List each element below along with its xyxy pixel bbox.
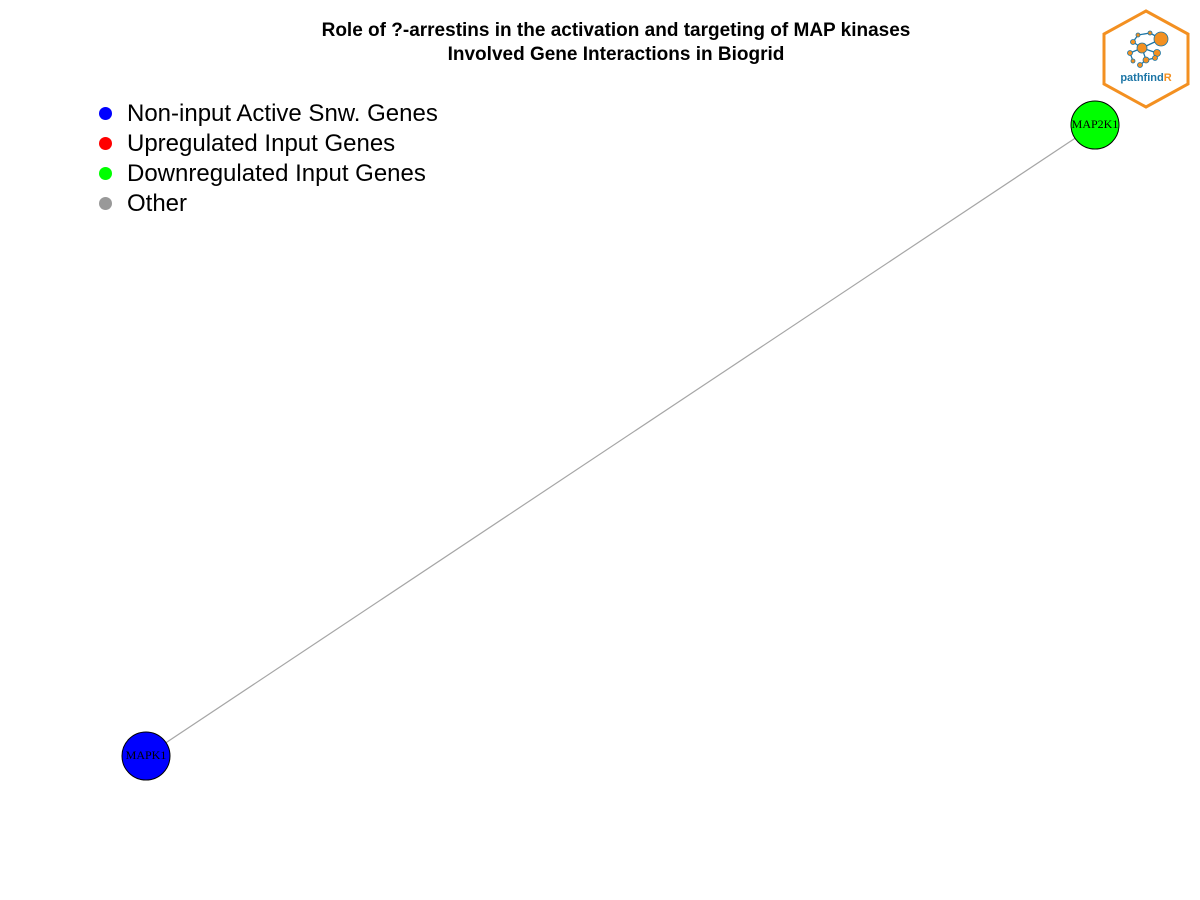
legend-swatch bbox=[99, 197, 112, 210]
chart-title: Role of ?-arrestins in the activation an… bbox=[321, 20, 911, 41]
legend-label: Upregulated Input Genes bbox=[127, 130, 396, 157]
node-map2k1[interactable]: MAP2K1 bbox=[1070, 100, 1120, 150]
node-label: MAP2K1 bbox=[1072, 117, 1119, 131]
node-mapk1[interactable]: MAPK1 bbox=[121, 731, 171, 781]
edge-map2k1-mapk1 bbox=[145, 124, 1096, 757]
logo-wordmark-main: pathfind bbox=[1120, 72, 1164, 84]
pathfindr-hexagon-icon bbox=[1102, 9, 1190, 109]
node-circle bbox=[121, 731, 171, 781]
legend-label: Downregulated Input Genes bbox=[127, 160, 426, 187]
logo-wordmark-accent: R bbox=[1163, 72, 1172, 84]
legend-swatch bbox=[99, 167, 112, 180]
legend-label: Non-input Active Snw. Genes bbox=[127, 100, 438, 127]
legend-label: Other bbox=[127, 190, 188, 217]
node-label: MAPK1 bbox=[126, 748, 167, 762]
legend-swatch bbox=[99, 137, 112, 150]
chart-subtitle: Involved Gene Interactions in Biogrid bbox=[447, 44, 785, 65]
logo-wordmark: pathfindR bbox=[1100, 72, 1192, 84]
node-circle bbox=[1070, 100, 1120, 150]
legend-swatch bbox=[99, 107, 112, 120]
pathfindr-logo: pathfindR bbox=[1100, 8, 1192, 112]
